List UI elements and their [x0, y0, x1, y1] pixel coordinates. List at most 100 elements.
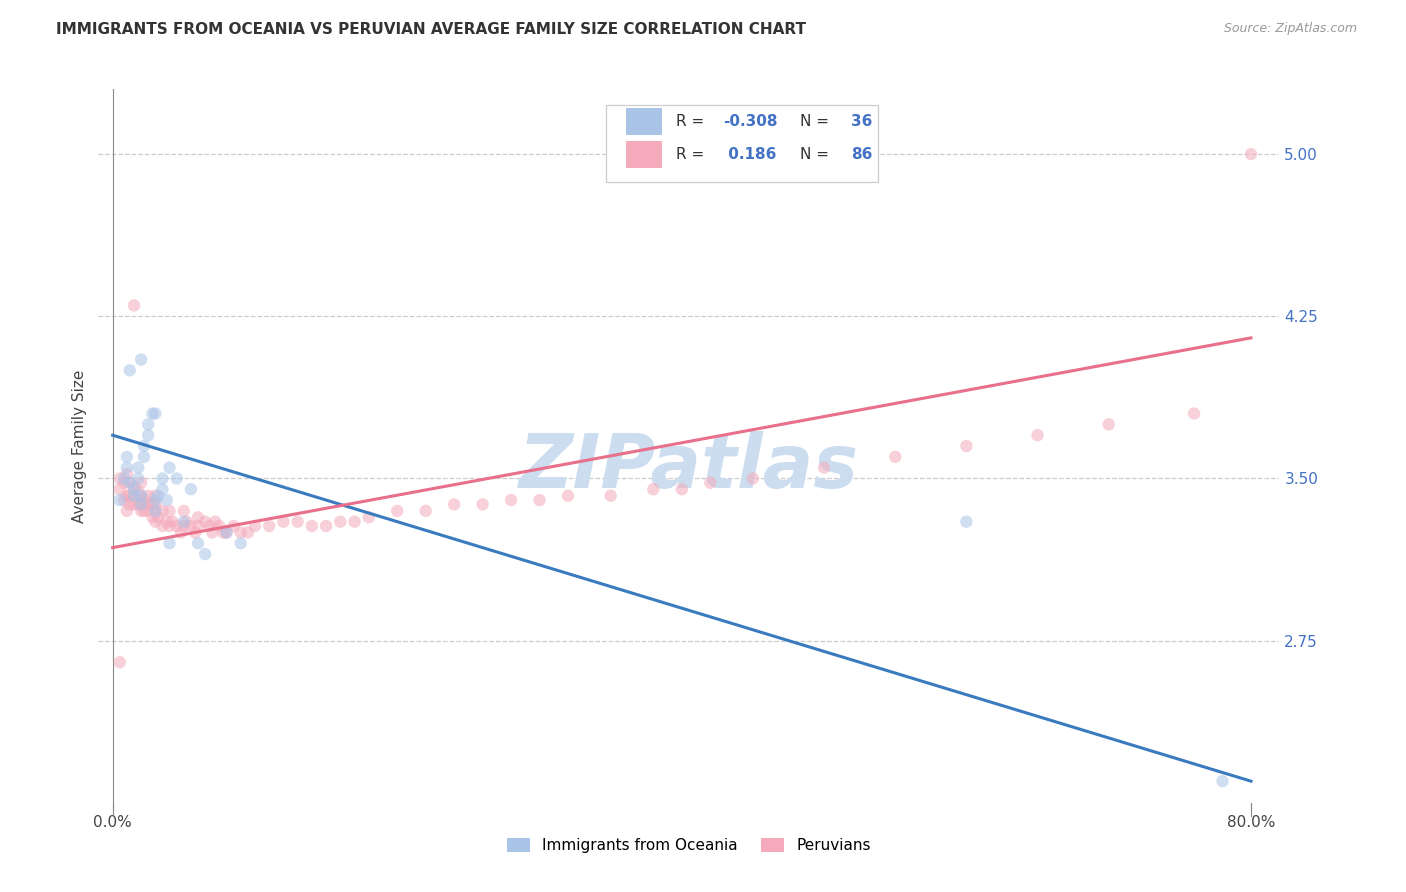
Point — [112, 493, 135, 508]
Point — [273, 515, 295, 529]
Text: 86: 86 — [851, 147, 872, 161]
Point — [180, 482, 202, 496]
Point — [143, 504, 166, 518]
Point — [115, 467, 138, 482]
Point — [129, 497, 152, 511]
Point — [215, 525, 238, 540]
Point — [115, 460, 138, 475]
Point — [229, 536, 252, 550]
Point — [159, 504, 181, 518]
Point — [257, 519, 280, 533]
Point — [122, 497, 145, 511]
FancyBboxPatch shape — [626, 141, 662, 168]
Point — [229, 525, 252, 540]
Point — [148, 510, 170, 524]
Point — [136, 489, 159, 503]
Point — [170, 525, 193, 540]
Point — [152, 482, 174, 496]
Point — [187, 519, 209, 533]
Point — [1098, 417, 1121, 432]
Point — [166, 471, 188, 485]
Point — [122, 480, 145, 494]
Point — [115, 489, 138, 503]
Point — [136, 428, 159, 442]
Point — [499, 493, 522, 508]
Point — [212, 525, 235, 540]
Point — [141, 510, 163, 524]
Point — [166, 519, 188, 533]
Point — [173, 519, 195, 533]
Point — [357, 510, 380, 524]
Point — [127, 471, 149, 485]
Text: 36: 36 — [851, 114, 872, 129]
Point — [112, 471, 135, 485]
Point — [136, 497, 159, 511]
Point — [599, 489, 621, 503]
Point — [143, 515, 166, 529]
Point — [132, 493, 155, 508]
Point — [108, 655, 131, 669]
Point — [215, 525, 238, 540]
Text: R =: R = — [676, 114, 709, 129]
Point — [443, 497, 465, 511]
Point — [152, 471, 174, 485]
Text: ZIPatlas: ZIPatlas — [519, 431, 859, 504]
Text: R =: R = — [676, 147, 709, 161]
Point — [194, 515, 217, 529]
Point — [184, 525, 207, 540]
Point — [159, 536, 181, 550]
Point — [118, 497, 141, 511]
Point — [118, 475, 141, 490]
Point — [222, 519, 245, 533]
Point — [108, 482, 131, 496]
Point — [315, 519, 337, 533]
Point — [143, 493, 166, 508]
Point — [129, 352, 152, 367]
Point — [198, 519, 221, 533]
Point — [173, 515, 195, 529]
Point — [699, 475, 721, 490]
FancyBboxPatch shape — [606, 105, 877, 182]
Point — [115, 504, 138, 518]
Point — [343, 515, 366, 529]
Point — [471, 497, 494, 511]
Point — [156, 493, 179, 508]
Point — [159, 519, 181, 533]
Point — [1240, 147, 1263, 161]
Point — [143, 489, 166, 503]
Point — [127, 497, 149, 511]
Text: -0.308: -0.308 — [723, 114, 778, 129]
Point — [118, 363, 141, 377]
Point — [141, 497, 163, 511]
Point — [329, 515, 352, 529]
Point — [1212, 774, 1234, 789]
Point — [955, 439, 977, 453]
Text: Source: ZipAtlas.com: Source: ZipAtlas.com — [1223, 22, 1357, 36]
Point — [132, 439, 155, 453]
Point — [955, 515, 977, 529]
Text: N =: N = — [800, 114, 834, 129]
Point — [122, 298, 145, 312]
Point — [742, 471, 765, 485]
Point — [129, 489, 152, 503]
Point — [118, 489, 141, 503]
Point — [529, 493, 551, 508]
Point — [115, 450, 138, 464]
Point — [287, 515, 309, 529]
Point — [129, 489, 152, 503]
Point — [201, 525, 224, 540]
Point — [127, 484, 149, 499]
Point — [143, 497, 166, 511]
Text: IMMIGRANTS FROM OCEANIA VS PERUVIAN AVERAGE FAMILY SIZE CORRELATION CHART: IMMIGRANTS FROM OCEANIA VS PERUVIAN AVER… — [56, 22, 806, 37]
Point — [162, 515, 184, 529]
Point — [180, 519, 202, 533]
Point — [108, 493, 131, 508]
Point — [122, 489, 145, 503]
Point — [156, 515, 179, 529]
Point — [108, 471, 131, 485]
Point — [173, 504, 195, 518]
Point — [148, 489, 170, 503]
Point — [204, 515, 226, 529]
Point — [143, 407, 166, 421]
Point — [132, 450, 155, 464]
